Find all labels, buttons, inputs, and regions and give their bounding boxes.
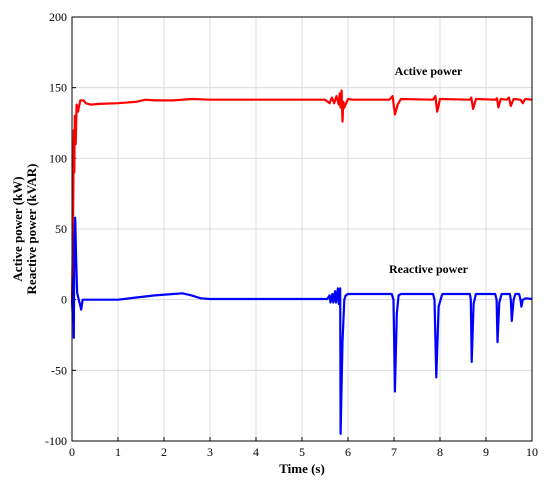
y-tick-label: 0 [61,293,67,307]
x-tick-label: 5 [299,445,305,459]
x-tick-label: 8 [437,445,443,459]
y-tick-label: 200 [49,10,67,24]
y-axis-title-line-1: Active power (kW) [10,176,25,281]
x-tick-labels: 0 1 2 3 4 5 6 7 8 9 10 [69,445,538,459]
x-tick-label: 6 [345,445,351,459]
x-tick-label: 7 [391,445,397,459]
y-axis-title-line-2: Reactive power (kVAR) [24,164,39,295]
active-power-annotation: Active power [395,64,463,78]
series-layer [70,89,533,435]
x-tick-label: 10 [526,445,538,459]
y-tick-label: 50 [55,222,67,236]
plot-frame [71,16,533,442]
y-tick-label: -100 [45,434,67,448]
x-tick-label: 9 [483,445,489,459]
reactive-power-annotation: Reactive power [389,262,469,276]
x-tick-label: 4 [253,445,259,459]
x-tick-label: 2 [161,445,167,459]
x-tick-label: 0 [69,445,75,459]
reactive-power-series-line [70,216,533,435]
x-axis-title: Time (s) [279,461,325,476]
y-tick-label: 150 [49,81,67,95]
y-tick-label: -50 [51,363,67,377]
x-tick-label: 1 [115,445,121,459]
y-tick-labels: -100 -50 0 50 100 150 200 [45,10,67,448]
grid [71,16,533,442]
x-tick-label: 3 [207,445,213,459]
active-power-series-line [70,89,533,300]
y-tick-label: 100 [49,151,67,165]
